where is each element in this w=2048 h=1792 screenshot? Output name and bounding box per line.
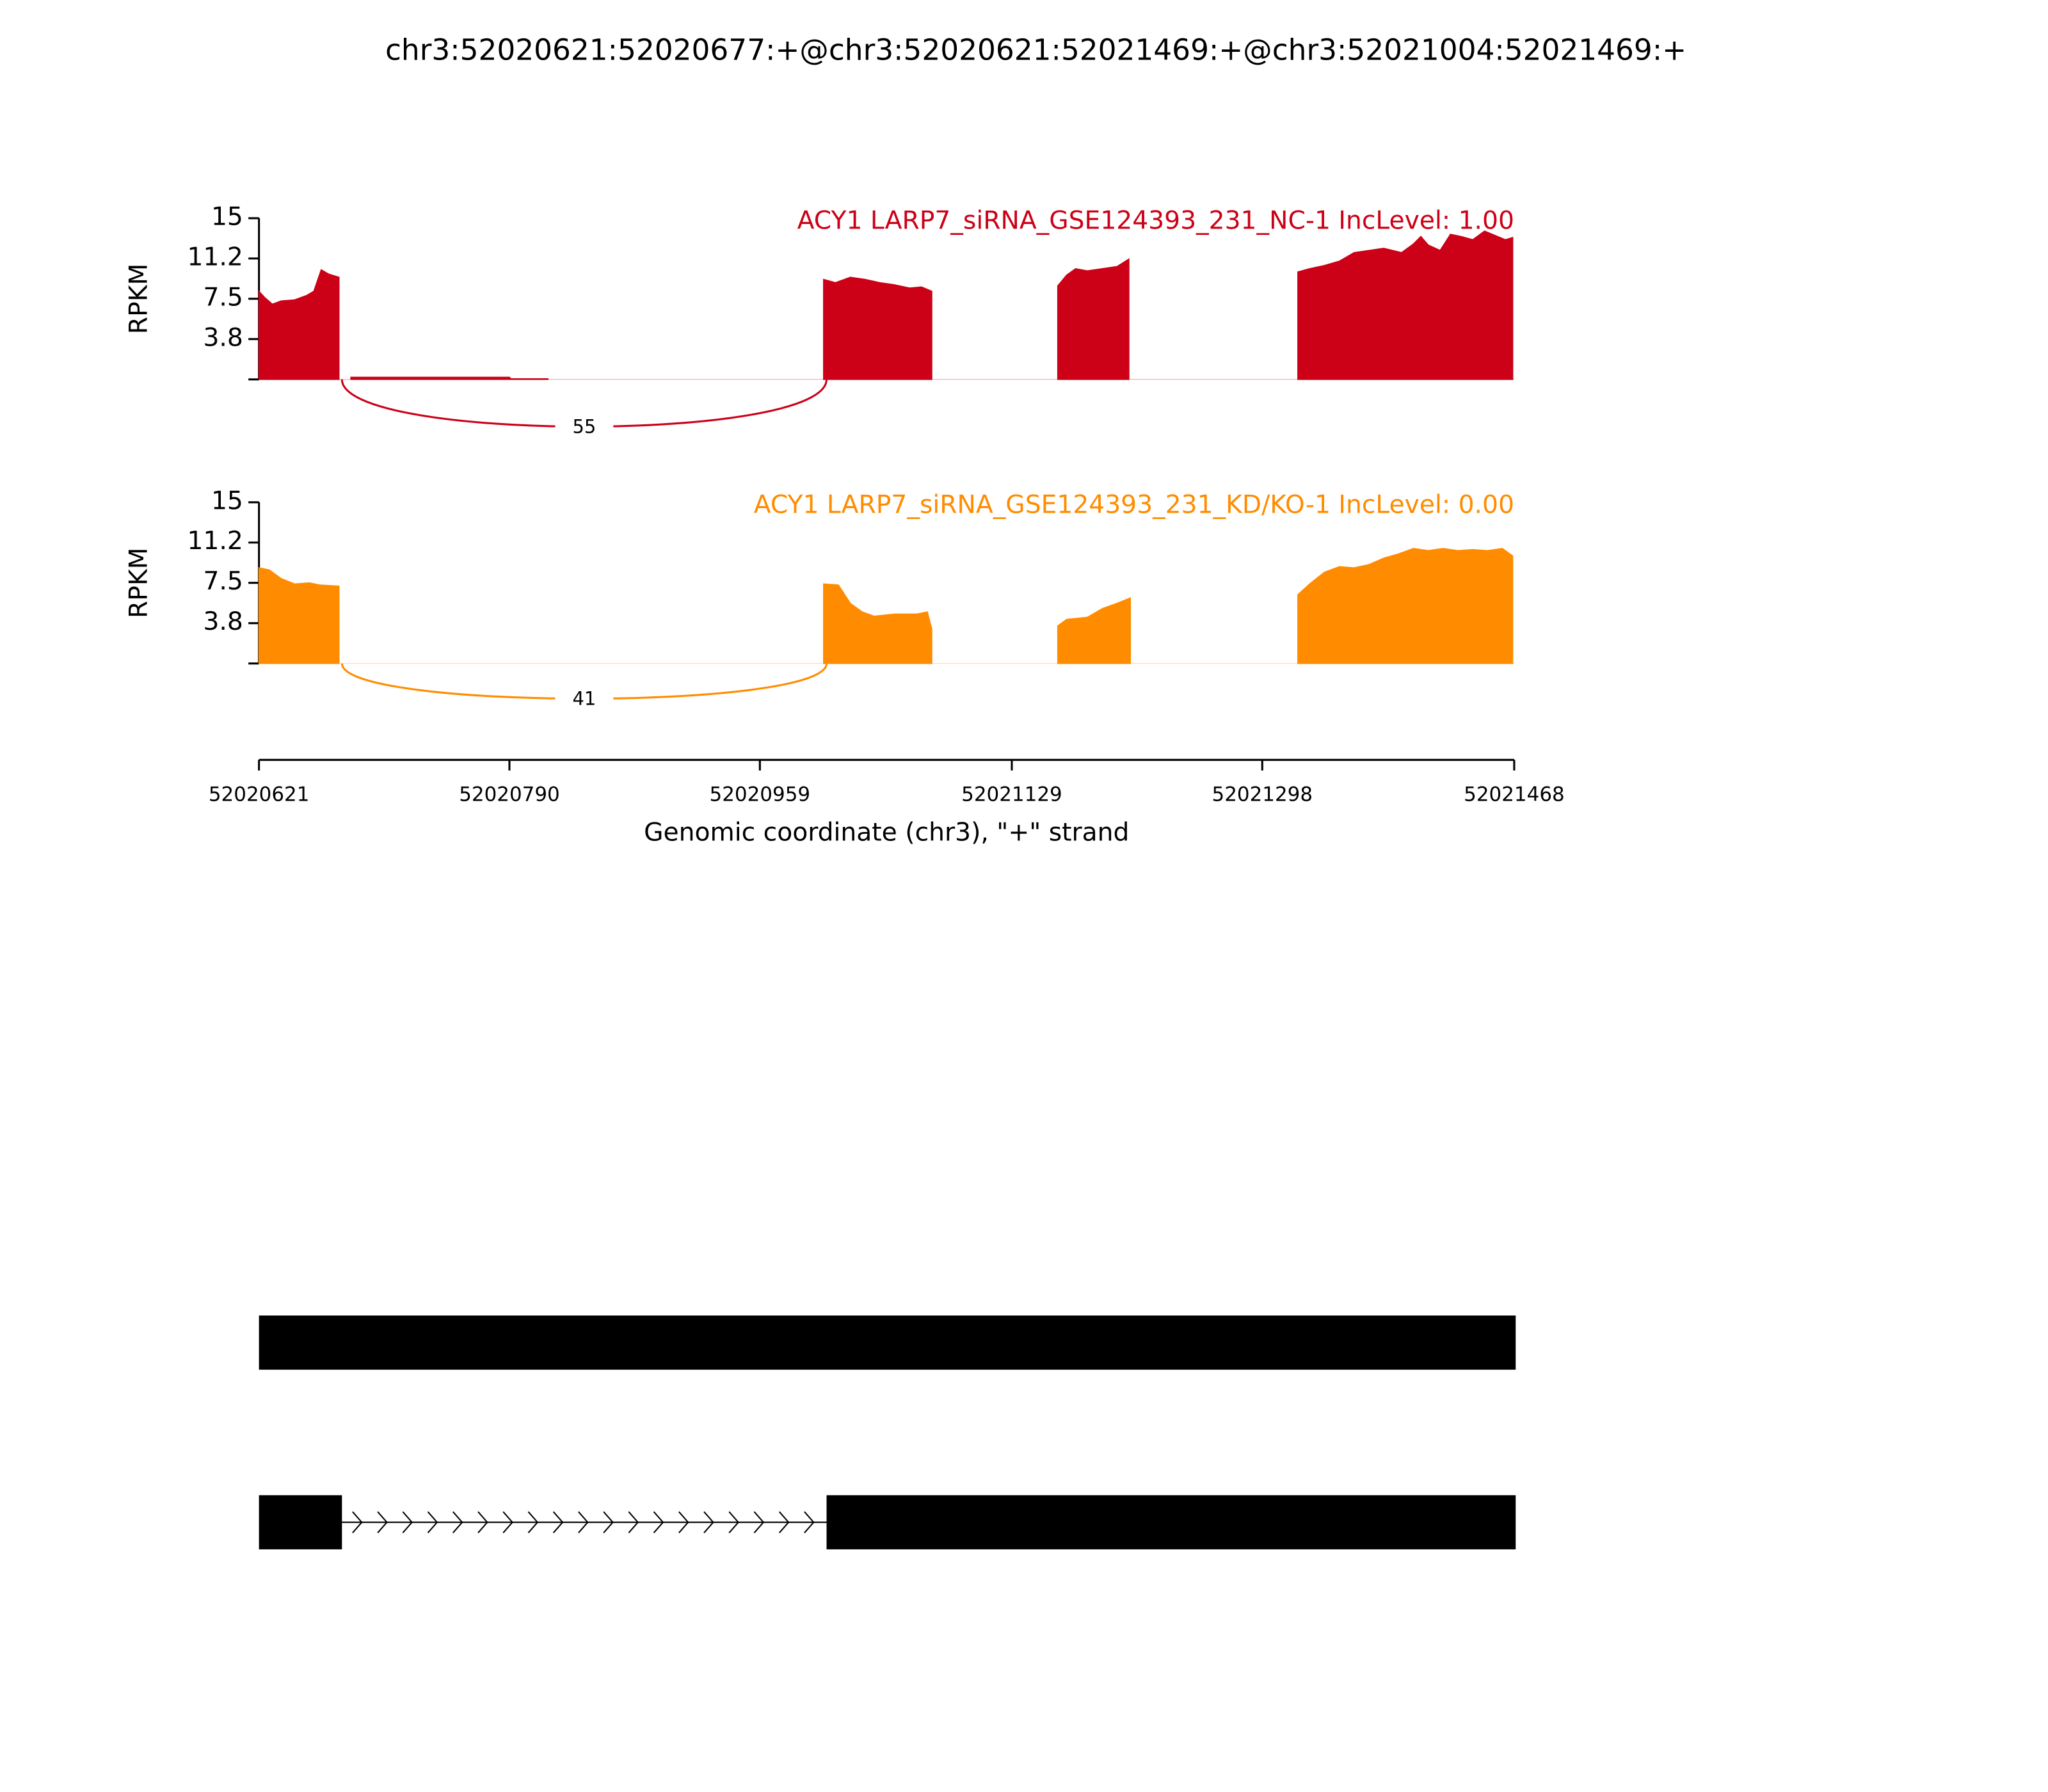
y-axis-label: RPKM [124,547,153,618]
strand-chevron [477,1511,488,1533]
x-axis-label: Genomic coordinate (chr3), "+" strand [644,818,1129,847]
strand-chevron [527,1511,539,1533]
y-tick-label: 15 [211,486,243,515]
junction-label-bg [555,687,614,711]
y-tick-label: 3.8 [203,607,243,636]
strand-chevron [778,1511,790,1533]
strand-chevron [502,1511,514,1533]
strand-chevron [703,1511,714,1533]
panel-label: ACY1 LARP7_siRNA_GSE124393_231_KD/KO-1 I… [754,490,1514,519]
exon [259,1315,1516,1370]
panel-label: ACY1 LARP7_siRNA_GSE124393_231_NC-1 IncL… [797,207,1514,236]
strand-chevron [377,1511,388,1533]
coverage-area [258,230,1514,380]
junction-count: 55 [573,416,596,438]
y-tick-label: 11.2 [188,243,243,271]
y-tick-label: 11.2 [188,527,243,556]
y-tick-label: 3.8 [203,323,243,352]
y-tick-label: 7.5 [203,283,243,312]
plot-title: chr3:52020621:52020677:+@chr3:52020621:5… [385,33,1686,67]
strand-chevron [728,1511,740,1533]
y-tick-label: 7.5 [203,567,243,596]
coverage-area [258,548,1514,664]
junction-label-bg [555,415,614,439]
y-axis-label: RPKM [124,264,153,334]
strand-chevron [352,1511,363,1533]
strand-chevron [427,1511,438,1533]
x-tick-label: 52020621 [209,783,310,806]
strand-chevron [653,1511,664,1533]
strand-chevron [603,1511,614,1533]
strand-chevron [552,1511,564,1533]
y-tick-label: 15 [211,202,243,231]
exon [259,1495,342,1549]
strand-chevron [402,1511,413,1533]
strand-chevron [628,1511,639,1533]
exon [826,1495,1516,1549]
x-tick-label: 52021298 [1212,783,1313,806]
x-tick-label: 52020959 [710,783,811,806]
strand-chevron [452,1511,463,1533]
x-tick-label: 52020790 [459,783,560,806]
strand-chevron [578,1511,589,1533]
strand-chevron [753,1511,765,1533]
strand-chevron [678,1511,689,1533]
x-tick-label: 52021468 [1464,783,1565,806]
x-tick-label: 52021129 [961,783,1062,806]
junction-count: 41 [573,688,596,710]
strand-chevron [804,1511,815,1533]
